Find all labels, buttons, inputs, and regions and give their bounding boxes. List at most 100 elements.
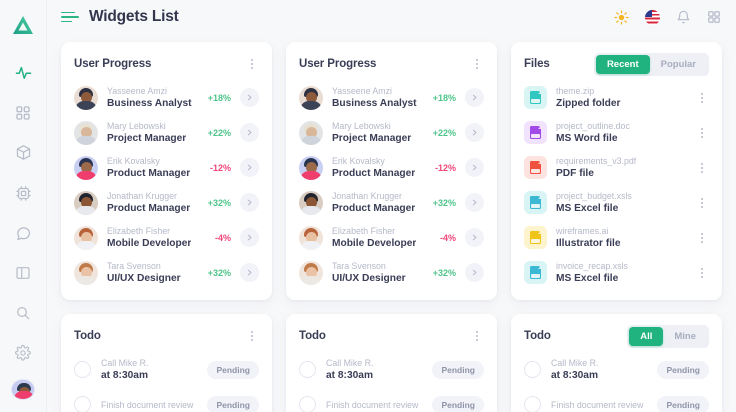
file-row[interactable]: theme.zip Zipped folder <box>524 80 709 115</box>
file-ext-tag <box>531 239 540 243</box>
todo-checkbox[interactable] <box>74 361 91 378</box>
sidebar-item-messages[interactable] <box>6 218 40 248</box>
user-progress-row[interactable]: Mary Lebowski Project Manager +22% <box>74 115 259 150</box>
cpu-chip-icon <box>15 185 31 201</box>
todo-checkbox[interactable] <box>524 361 541 378</box>
row-details-button[interactable] <box>465 228 484 247</box>
sidebar-item-dashboard[interactable] <box>6 98 40 128</box>
user-info: Yasseene Amzi Business Analyst <box>332 85 417 110</box>
file-row[interactable]: wireframes.ai Illustrator file <box>524 220 709 255</box>
user-progress-row[interactable]: Jonathan Krugger Product Manager +32% <box>299 185 484 220</box>
user-progress-row[interactable]: Jonathan Krugger Product Manager +32% <box>74 185 259 220</box>
language-selector-button[interactable] <box>644 9 660 25</box>
sidebar-item-activity[interactable] <box>6 58 40 88</box>
todo-row[interactable]: Finish document review Pending <box>299 387 484 412</box>
filter-tab-all[interactable]: All <box>629 326 664 346</box>
filter-tab-mine[interactable]: Mine <box>663 327 707 346</box>
apps-menu-button[interactable] <box>706 9 722 25</box>
user-info: Tara Svenson UI/UX Designer <box>107 260 181 285</box>
row-details-button[interactable] <box>465 123 484 142</box>
avatar[interactable] <box>11 378 35 401</box>
avatar <box>74 85 98 110</box>
row-details-button[interactable] <box>465 88 484 107</box>
row-details-button[interactable] <box>240 263 259 282</box>
avatar-body <box>75 275 97 285</box>
file-ext-tag <box>531 204 540 208</box>
user-role: UI/UX Designer <box>107 273 181 284</box>
row-details-button[interactable] <box>240 158 259 177</box>
todo-checkbox[interactable] <box>299 361 316 378</box>
kebab-menu-icon[interactable] <box>695 125 709 141</box>
file-type: Illustrator file <box>556 238 621 249</box>
kebab-menu-icon[interactable] <box>245 328 259 344</box>
kebab-menu-icon[interactable] <box>695 90 709 106</box>
user-progress-row[interactable]: Tara Svenson UI/UX Designer +32% <box>299 255 484 290</box>
theme-toggle-button[interactable] <box>613 9 629 25</box>
kebab-menu-icon[interactable] <box>695 160 709 176</box>
user-progress-row[interactable]: Yasseene Amzi Business Analyst +18% <box>299 80 484 115</box>
us-flag-icon <box>644 9 660 25</box>
file-glyph <box>530 231 541 244</box>
file-row[interactable]: requirements_v3.pdf PDF file <box>524 150 709 185</box>
chevron-right-icon <box>472 164 477 171</box>
notifications-button[interactable] <box>675 9 691 25</box>
sidebar-item-settings[interactable] <box>6 338 40 368</box>
todo-row[interactable]: Call Mike R. at 8:30am Pending <box>74 352 259 387</box>
burger-line <box>61 20 72 23</box>
kebab-menu-icon[interactable] <box>470 56 484 72</box>
filter-tab-popular[interactable]: Popular <box>650 55 707 74</box>
row-details-button[interactable] <box>465 158 484 177</box>
filter-tab-recent[interactable]: Recent <box>595 54 650 74</box>
card-todo-a: Todo Call Mike R. at 8:30am Pending Finish … <box>61 314 272 412</box>
triangle-logo-icon <box>13 15 33 34</box>
avatar-body <box>300 205 322 215</box>
file-ext-tag <box>531 134 540 138</box>
file-ext-tag <box>531 274 540 278</box>
app-logo[interactable] <box>6 8 40 42</box>
user-role: Product Manager <box>107 168 191 179</box>
user-progress-row[interactable]: Elizabeth Fisher Mobile Developer -4% <box>74 220 259 255</box>
avatar-body <box>300 275 322 285</box>
todo-row[interactable]: Finish document review Pending <box>74 387 259 412</box>
kebab-menu-icon[interactable] <box>695 195 709 211</box>
hamburger-menu-icon[interactable] <box>61 10 79 24</box>
activity-pulse-icon <box>15 67 31 80</box>
file-row[interactable]: invoice_recap.xsls MS Excel file <box>524 255 709 290</box>
user-progress-row[interactable]: Mary Lebowski Project Manager +22% <box>299 115 484 150</box>
todo-row[interactable]: Call Mike R. at 8:30am Pending <box>299 352 484 387</box>
kebab-menu-icon[interactable] <box>695 265 709 281</box>
sidebar-item-packages[interactable] <box>6 138 40 168</box>
kebab-menu-icon[interactable] <box>470 328 484 344</box>
todo-checkbox[interactable] <box>299 396 316 412</box>
avatar-body <box>300 170 322 180</box>
user-progress-row[interactable]: Tara Svenson UI/UX Designer +32% <box>74 255 259 290</box>
user-progress-row[interactable]: Yasseene Amzi Business Analyst +18% <box>74 80 259 115</box>
row-details-button[interactable] <box>465 263 484 282</box>
todo-row[interactable]: Finish document review Pending <box>524 387 709 412</box>
file-row[interactable]: project_budget.xsls MS Excel file <box>524 185 709 220</box>
chevron-right-icon <box>472 199 477 206</box>
todo-row[interactable]: Call Mike R. at 8:30am Pending <box>524 352 709 387</box>
file-row[interactable]: project_outline.doc MS Word file <box>524 115 709 150</box>
todo-checkbox[interactable] <box>524 396 541 412</box>
kebab-menu-icon[interactable] <box>695 230 709 246</box>
row-details-button[interactable] <box>240 123 259 142</box>
sidebar-item-search[interactable] <box>6 298 40 328</box>
row-details-button[interactable] <box>240 193 259 212</box>
row-details-button[interactable] <box>240 88 259 107</box>
card-title: Todo <box>299 330 326 342</box>
todo-checkbox[interactable] <box>74 396 91 412</box>
user-progress-row[interactable]: Erik Kovalsky Product Manager -12% <box>299 150 484 185</box>
row-details-button[interactable] <box>240 228 259 247</box>
user-progress-row[interactable]: Elizabeth Fisher Mobile Developer -4% <box>299 220 484 255</box>
card-title: User Progress <box>299 58 377 70</box>
file-glyph <box>530 196 541 209</box>
kebab-menu-icon[interactable] <box>245 56 259 72</box>
user-progress-row[interactable]: Erik Kovalsky Product Manager -12% <box>74 150 259 185</box>
sidebar-item-components[interactable] <box>6 178 40 208</box>
avatar-face <box>81 91 92 103</box>
user-name: Elizabeth Fisher <box>332 226 396 236</box>
sidebar-item-layout[interactable] <box>6 258 40 288</box>
row-details-button[interactable] <box>465 193 484 212</box>
